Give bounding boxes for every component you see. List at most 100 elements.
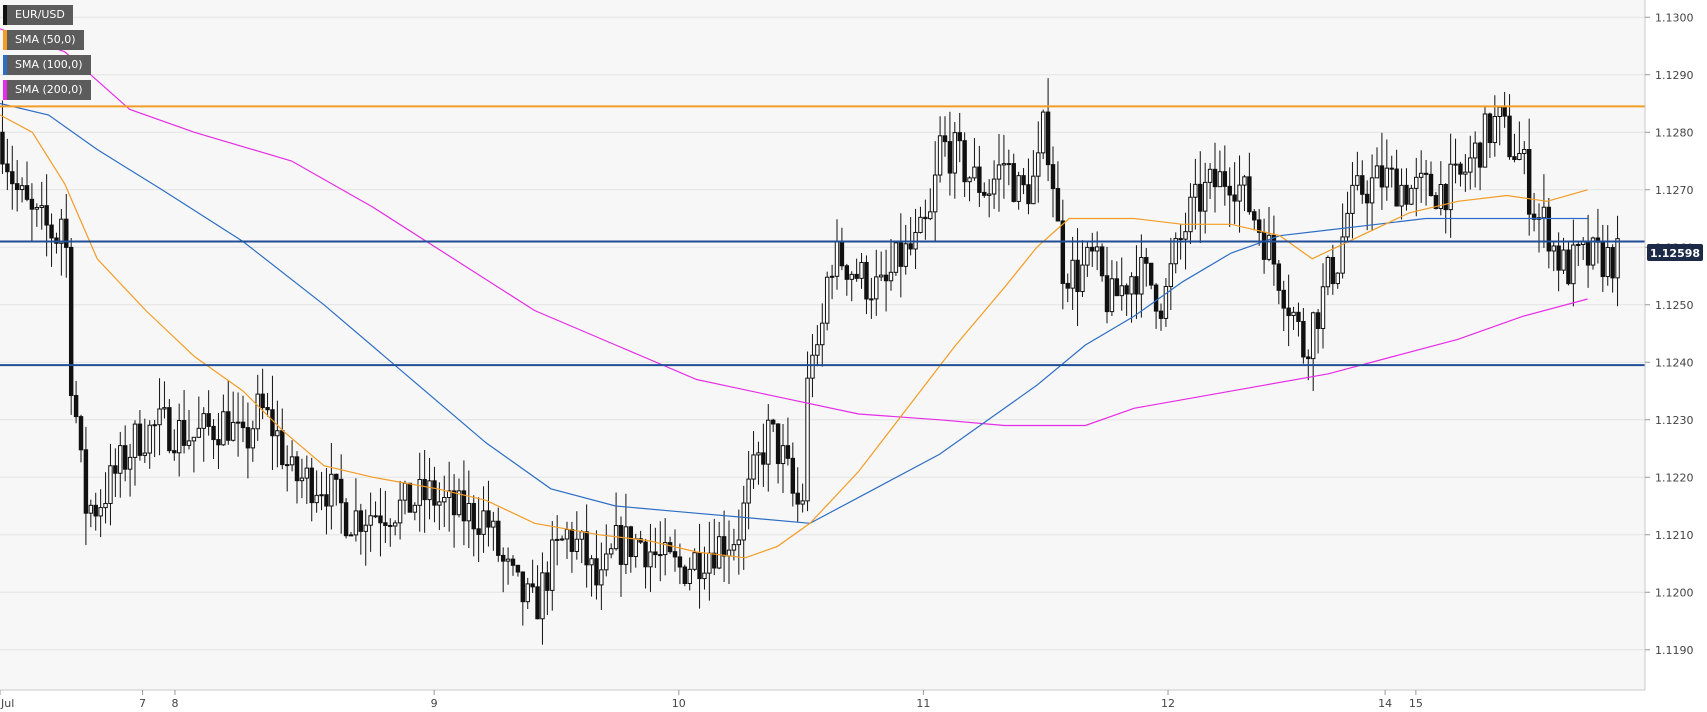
candle-bear [1026, 184, 1031, 205]
candle-bull [1183, 231, 1188, 240]
candle-bear [1144, 257, 1149, 264]
candle-bear [1055, 188, 1061, 222]
candle-bear [1526, 149, 1532, 215]
candle-bull [1355, 175, 1360, 186]
candle-bull [903, 243, 908, 267]
candle-bull [716, 536, 722, 569]
y-tick-label: 1.1190 [1655, 644, 1694, 657]
candle-bear [775, 423, 781, 465]
candle-bear [839, 241, 845, 267]
candle-bull [751, 454, 756, 480]
candle-bear [461, 490, 467, 522]
y-tick-label: 1.1230 [1655, 414, 1694, 427]
candle-bull [1085, 246, 1090, 266]
candle-bull [152, 424, 157, 427]
legend-swatch [3, 5, 7, 25]
candle-bull [314, 494, 319, 504]
last-price-box [1647, 244, 1703, 261]
candle-bear [500, 554, 506, 562]
candle-bear [122, 445, 128, 470]
candle-bear [535, 586, 540, 620]
candle-bull [299, 477, 305, 482]
candle-bull [1517, 152, 1522, 161]
candle-bull [304, 467, 310, 479]
candle-bear [515, 564, 521, 573]
candle-bear [1428, 173, 1434, 197]
candle-bull [1163, 285, 1169, 319]
sma-200-line [0, 28, 1588, 427]
candle-bear [422, 479, 427, 501]
candle-bull [397, 499, 403, 524]
candle-bear [643, 541, 648, 568]
candle-bear [697, 552, 702, 580]
candle-bull [658, 554, 663, 557]
candle-bull [702, 572, 707, 580]
candle-bear [1281, 289, 1286, 309]
candle-bull [127, 456, 133, 470]
candle-bear [270, 409, 275, 437]
candle-bull [59, 218, 64, 244]
candle-bull [820, 322, 825, 346]
candle-bull [608, 548, 614, 555]
candle-bull [1492, 115, 1498, 144]
candle-bear [1433, 195, 1439, 209]
candle-bear [44, 205, 49, 226]
candle-bull [221, 411, 226, 446]
candle-bull [1031, 175, 1036, 205]
candle-bear [1178, 238, 1183, 241]
candle-bear [1011, 163, 1016, 202]
candle-bull [1036, 152, 1041, 177]
candle-bear [1104, 275, 1110, 313]
candle-bear [343, 502, 349, 537]
x-tick-label: 15 [1409, 697, 1423, 710]
candle-bull [157, 408, 162, 426]
candle-bull [746, 478, 751, 504]
candle-bull [874, 276, 879, 300]
candle-bear [844, 265, 850, 280]
candle-bull [1571, 244, 1576, 285]
legend-label: SMA (200,0) [15, 83, 83, 96]
candle-bull [815, 344, 820, 356]
candle-bull [1207, 168, 1213, 183]
candle-bull [692, 552, 697, 570]
candle-bull [491, 520, 496, 528]
candle-bull [446, 490, 452, 499]
candle-bear [73, 395, 79, 418]
candle-bear [260, 393, 265, 409]
candle-bull [1006, 163, 1012, 166]
x-tick-label: 7 [139, 697, 146, 710]
candle-bull [991, 178, 997, 195]
candle-bear [682, 566, 688, 585]
candle-bull [1070, 259, 1075, 289]
candle-bear [284, 464, 290, 467]
candle-bull [932, 174, 938, 213]
candle-bull [1129, 276, 1134, 295]
candle-bear [486, 510, 491, 528]
candle-bull [329, 473, 334, 507]
candle-bear [618, 524, 624, 565]
candle-bull [176, 420, 182, 454]
candle-bear [721, 536, 727, 557]
candle-bull [108, 465, 113, 504]
candle-bear [338, 478, 344, 504]
candle-bull [132, 423, 138, 458]
candle-bull [878, 274, 884, 278]
legend-swatch [3, 55, 7, 75]
x-tick-label: 14 [1378, 697, 1392, 710]
candle-bear [1507, 115, 1512, 158]
candle-bull [766, 419, 771, 465]
candle-bull [1369, 177, 1375, 204]
candle-bear [383, 522, 388, 526]
candle-bull [937, 135, 943, 176]
candle-bull [1340, 236, 1345, 274]
candle-bull [1119, 285, 1124, 297]
candle-bull [1001, 163, 1007, 166]
candle-bull [1561, 249, 1566, 271]
candle-bear [432, 480, 437, 506]
candle-bull [540, 572, 545, 620]
candle-bull [1590, 237, 1596, 266]
candle-bear [388, 524, 393, 527]
candle-bear [883, 274, 889, 282]
candle-bull [687, 568, 692, 585]
candle-bear [471, 502, 476, 530]
